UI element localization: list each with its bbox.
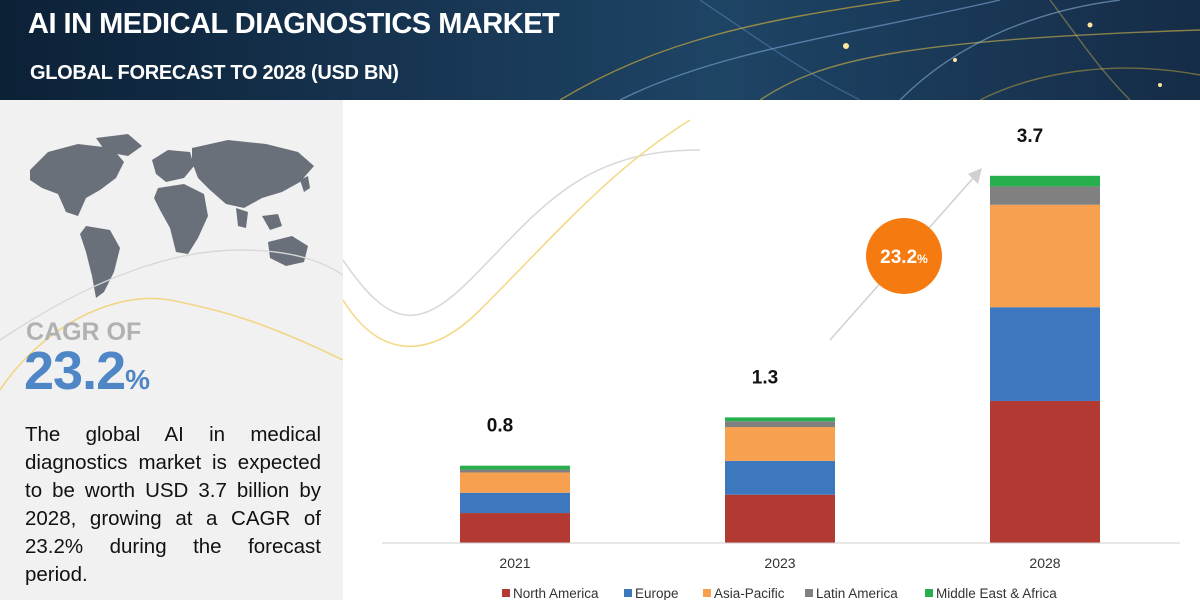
cagr-bubble-symbol: % — [917, 252, 928, 266]
bar-2021-middle-east-africa — [460, 465, 570, 470]
cagr-percent-symbol: % — [125, 364, 150, 395]
total-label-2028: 3.7 — [1017, 126, 1043, 147]
bar-2021-latin-america — [460, 469, 570, 473]
bar-2028-asia-pacific — [990, 204, 1100, 308]
bar-2021-north-america — [460, 513, 570, 543]
legend-swatch-north-america — [502, 589, 510, 597]
x-tick-label-2021: 2021 — [499, 555, 530, 571]
legend-label-asia-pacific: Asia-Pacific — [714, 586, 785, 600]
bar-2028-north-america — [990, 400, 1100, 543]
legend-label-north-america: North America — [513, 586, 599, 600]
legend-label-middle-east-africa: Middle East & Africa — [936, 586, 1057, 600]
cagr-arrow-head — [968, 168, 982, 184]
total-label-2021: 0.8 — [487, 416, 513, 437]
x-tick-label-2023: 2023 — [764, 555, 795, 571]
bar-2021-asia-pacific — [460, 472, 570, 493]
legend-swatch-latin-america — [805, 589, 813, 597]
cagr-annotation: 23.2% — [829, 168, 982, 341]
network-lines-decoration — [559, 0, 1200, 100]
legend: North America Europe Asia-Pacific Latin Ame… — [502, 586, 1057, 600]
cagr-value: 23.2% — [24, 340, 150, 402]
page-subtitle: GLOBAL FORECAST TO 2028 (USD BN) — [30, 62, 399, 84]
cagr-label: CAGR OF — [26, 318, 142, 346]
bar-2028-europe — [990, 307, 1100, 401]
legend-label-latin-america: Latin America — [816, 586, 898, 600]
cagr-number: 23.2 — [24, 341, 126, 401]
page-title: AI IN MEDICAL DIAGNOSTICS MARKET — [28, 8, 560, 40]
left-panel: CAGR OF 23.2% The global AI in medical d… — [0, 100, 343, 600]
cagr-bubble — [866, 218, 942, 294]
decorative-curves — [342, 119, 701, 348]
market-description: The global AI in medical diagnostics mar… — [25, 423, 321, 586]
bar-2021-europe — [460, 492, 570, 514]
x-tick-label-2028: 2028 — [1029, 555, 1060, 571]
header-banner: AI IN MEDICAL DIAGNOSTICS MARKET GLOBAL … — [0, 0, 1200, 100]
bar-2023-europe — [725, 460, 835, 495]
bar-2028-middle-east-africa — [990, 175, 1100, 187]
legend-label-europe: Europe — [635, 586, 679, 600]
world-map-icon — [30, 134, 314, 298]
legend-swatch-asia-pacific — [703, 589, 711, 597]
legend-swatch-middle-east-africa — [925, 589, 933, 597]
svg-text:23.2%: 23.2% — [880, 247, 928, 268]
bar-2023-north-america — [725, 494, 835, 543]
legend-swatch-europe — [624, 589, 632, 597]
bar-2023-middle-east-africa — [725, 417, 835, 422]
bar-2023-asia-pacific — [725, 427, 835, 461]
decorative-curve — [0, 249, 343, 391]
cagr-bubble-value: 23.2 — [880, 247, 917, 268]
bar-2023-latin-america — [725, 421, 835, 428]
total-label-2023: 1.3 — [752, 367, 778, 388]
bar-2028-latin-america — [990, 186, 1100, 205]
